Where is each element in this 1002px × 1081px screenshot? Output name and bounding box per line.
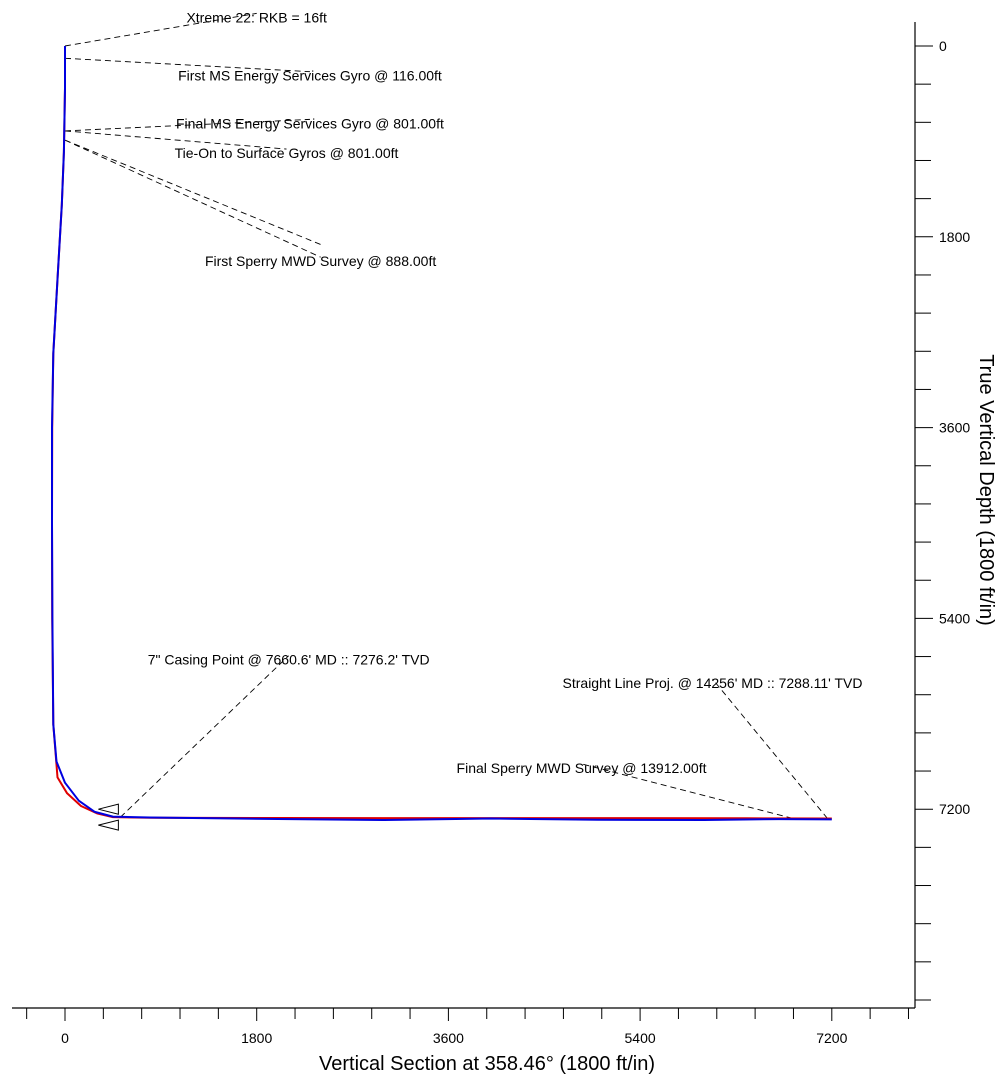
series-layer bbox=[51, 46, 832, 821]
x-tick-label: 3600 bbox=[433, 1030, 464, 1046]
x-tick-label: 1800 bbox=[241, 1030, 272, 1046]
y-axis: 0 1800 3600 5400 7200 bbox=[914, 22, 970, 1008]
y-axis-title: True Vertical Depth (1800 ft/in) bbox=[975, 354, 997, 626]
annotation-label: Final MS Energy Services Gyro @ 801.00ft bbox=[176, 115, 444, 131]
annotation-label: Straight Line Proj. @ 14256' MD :: 7288.… bbox=[563, 675, 863, 691]
annotation-leader-line bbox=[64, 130, 287, 150]
annotation-label: First MS Energy Services Gyro @ 116.00ft bbox=[178, 68, 442, 84]
annotation-leader-line bbox=[64, 12, 257, 47]
wellpath-series-line-1 bbox=[51, 46, 832, 820]
annotation-leader-line bbox=[581, 763, 793, 819]
annotation-leader-line bbox=[712, 678, 828, 819]
y-tick-label: 0 bbox=[939, 38, 947, 54]
y-tick-label: 5400 bbox=[939, 610, 970, 626]
x-axis: 0 1800 3600 5400 7200 bbox=[12, 1007, 915, 1046]
wellpath-series-line-2 bbox=[51, 46, 832, 821]
casing-point-marker bbox=[98, 803, 119, 815]
annotation-leader-line bbox=[64, 57, 310, 73]
y-tick-label: 7200 bbox=[939, 801, 970, 817]
annotation-leaders bbox=[64, 12, 828, 819]
annotation-label: Tie-On to Surface Gyros @ 801.00ft bbox=[175, 145, 399, 161]
annotation-label: Final Sperry MWD Survey @ 13912.00ft bbox=[457, 760, 707, 776]
x-tick-label: 7200 bbox=[816, 1030, 847, 1046]
annotation-leader-line bbox=[64, 139, 321, 245]
annotation-leader-line bbox=[120, 655, 289, 818]
annotation-label: 7" Casing Point @ 7660.6' MD :: 7276.2' … bbox=[148, 652, 430, 668]
annotation-label: First Sperry MWD Survey @ 888.00ft bbox=[205, 253, 436, 269]
annotation-leader-line bbox=[64, 118, 310, 132]
casing-point-marker bbox=[98, 819, 119, 831]
y-tick-label: 1800 bbox=[939, 229, 970, 245]
annotation-leader-line bbox=[64, 139, 321, 258]
x-tick-label: 0 bbox=[61, 1030, 69, 1046]
annotation-label: Xtreme 22: RKB = 16ft bbox=[186, 9, 327, 25]
y-tick-label: 3600 bbox=[939, 420, 970, 436]
x-tick-label: 5400 bbox=[625, 1030, 656, 1046]
x-axis-title: Vertical Section at 358.46° (1800 ft/in) bbox=[319, 1053, 655, 1075]
annotation-labels: Xtreme 22: RKB = 16ft First MS Energy Ser… bbox=[148, 9, 863, 775]
casing-markers bbox=[98, 803, 119, 831]
